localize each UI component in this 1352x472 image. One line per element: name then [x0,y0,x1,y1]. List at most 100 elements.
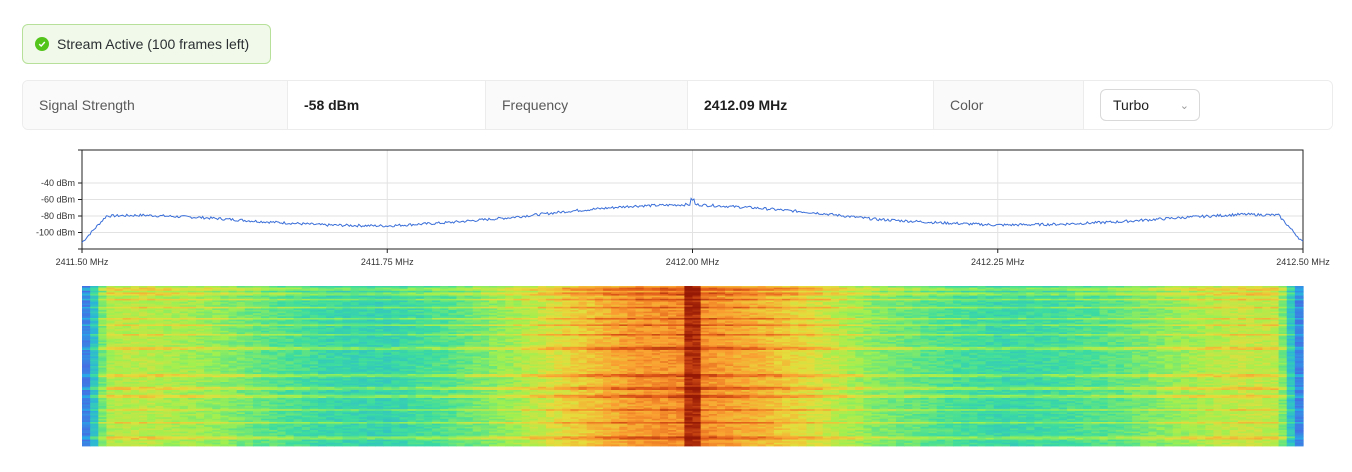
waterfall-cell [326,308,335,311]
waterfall-cell [82,310,91,312]
waterfall-cell [977,305,987,308]
waterfall-cell [440,306,449,309]
waterfall-cell [725,295,734,298]
waterfall-cell [179,295,189,298]
waterfall-cell [228,324,238,327]
waterfall-cell [985,303,995,306]
waterfall-cell [318,313,327,316]
waterfall-cell [440,337,449,340]
signal-strength-value: -58 dBm [288,81,486,129]
waterfall-cell [578,326,588,328]
waterfall-cell [1164,286,1174,288]
waterfall-cell [537,298,547,301]
waterfall-cell [529,337,539,340]
waterfall-cell [545,298,555,301]
waterfall-cell [765,326,775,328]
waterfall-cell [375,294,384,296]
waterfall-cell [98,321,108,324]
waterfall-cell [155,321,164,324]
waterfall-cell [432,294,441,296]
waterfall-cell [1050,319,1060,322]
waterfall-cell [912,329,922,332]
waterfall-cell [350,313,360,316]
waterfall-cell [293,290,303,293]
waterfall-cell [969,321,978,324]
waterfall-cell [1026,303,1035,306]
waterfall-cell [1262,300,1272,303]
waterfall-cell [138,308,148,311]
waterfall-cell [1140,334,1149,336]
waterfall-cell [1107,324,1117,327]
waterfall-cell [1018,306,1027,309]
waterfall-cell [456,300,466,303]
waterfall-cell [887,322,897,325]
waterfall-cell [716,303,726,306]
waterfall-cell [212,290,221,293]
waterfall-cell [749,294,759,296]
waterfall-cell [195,306,205,309]
waterfall-cell [529,295,539,298]
waterfall-cell [545,314,555,317]
waterfall-cell [415,318,425,320]
waterfall-cell [456,322,466,325]
waterfall-cell [106,322,116,325]
waterfall-cell [765,303,775,306]
waterfall-cell [879,318,889,320]
waterfall-cell [456,292,466,295]
waterfall-cell [1026,294,1035,296]
waterfall-cell [863,314,873,317]
waterfall-cell [472,287,482,290]
waterfall-cell [301,330,311,333]
waterfall-cell [562,300,571,303]
waterfall-cell [1270,319,1280,322]
waterfall-cell [936,329,946,332]
waterfall-cell [1221,314,1231,317]
waterfall-cell [366,322,376,325]
waterfall-cell [798,313,808,316]
waterfall-cell [318,286,327,288]
waterfall-cell [961,327,970,330]
waterfall-cell [790,306,799,309]
waterfall-cell [904,298,913,301]
waterfall-cell [1262,297,1272,300]
waterfall-cell [407,295,417,298]
waterfall-cell [334,292,344,295]
waterfall-cell [285,314,295,317]
waterfall-cell [545,321,555,324]
waterfall-cell [961,300,970,303]
waterfall-cell [114,286,124,288]
waterfall-cell [171,335,181,338]
waterfall-cell [684,321,694,324]
waterfall-cell [407,314,417,317]
waterfall-cell [489,321,498,324]
waterfall-cell [1246,305,1255,308]
waterfall-cell [619,321,628,324]
waterfall-cell [757,308,767,311]
colormap-select[interactable]: Turbo ⌄ [1100,89,1200,121]
waterfall-cell [163,319,173,322]
waterfall-cell [228,335,238,338]
waterfall-cell [1132,306,1141,309]
waterfall-cell [155,316,164,319]
waterfall-cell [692,329,702,332]
waterfall-cell [252,306,262,309]
waterfall-cell [635,329,645,332]
waterfall-cell [977,297,987,300]
waterfall-cell [635,300,645,303]
waterfall-cell [814,330,824,333]
waterfall-cell [716,329,726,332]
waterfall-cell [1001,322,1011,325]
waterfall-cell [952,308,962,311]
waterfall-cell [1205,305,1215,308]
waterfall-cell [676,327,685,330]
waterfall-cell [342,313,352,316]
waterfall-cell [122,322,132,325]
waterfall-cell [187,298,197,301]
waterfall-cell [993,329,1003,332]
waterfall-cell [285,305,295,308]
waterfall-cell [822,335,832,338]
waterfall-cell [82,302,91,304]
waterfall-cell [1058,294,1068,296]
waterfall-cell [773,286,783,288]
waterfall-cell [1197,329,1206,332]
